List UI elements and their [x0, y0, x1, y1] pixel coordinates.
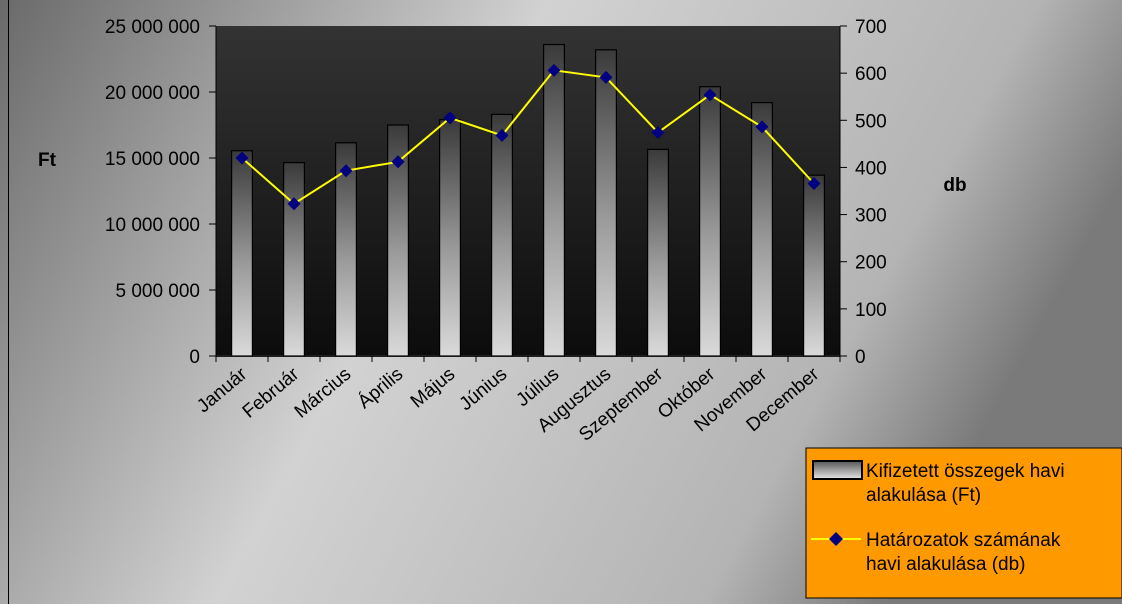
legend-bar-swatch — [812, 460, 863, 480]
bar-7 — [542, 43, 565, 357]
bar-5 — [439, 119, 462, 357]
plot-area — [216, 26, 840, 356]
y-axis-left-title: Ft — [38, 150, 57, 171]
y-axis-right-title: db — [943, 175, 966, 196]
bar-10 — [698, 86, 721, 357]
bar-1 — [231, 150, 254, 357]
y-left-tick-label-3: 15 000 000 — [105, 149, 200, 170]
y-right-tick-label-3: 300 — [855, 206, 887, 227]
axes-layer — [209, 25, 847, 362]
line-marker-12 — [807, 176, 821, 190]
bar-2 — [283, 162, 306, 357]
y-left-tick-label-5: 25 000 000 — [105, 17, 200, 38]
y-right-tick-label-6: 600 — [855, 64, 887, 85]
line-marker-9 — [651, 126, 665, 140]
y-left-tick-label-4: 20 000 000 — [105, 83, 200, 104]
y-right-tick-label-4: 400 — [855, 158, 887, 179]
legend-marker-swatch — [829, 532, 843, 546]
legend: Kifizetett összegek havi alakulása (Ft) … — [805, 447, 1122, 599]
y-right-tick-label-7: 700 — [855, 17, 887, 38]
series-line — [241, 69, 815, 205]
bar-12 — [802, 174, 825, 357]
legend-line-label-line1: Határozatok számának — [866, 530, 1061, 551]
y-left-tick-label-1: 5 000 000 — [115, 281, 200, 302]
y-right-tick-label-0: 0 — [855, 347, 866, 368]
line-marker-2 — [287, 197, 301, 211]
bar-8 — [594, 49, 617, 357]
legend-bar-label-line1: Kifizetett összegek havi — [866, 461, 1065, 482]
legend-bar-label-line2: alakulása (Ft) — [866, 485, 981, 506]
line-marker-7 — [547, 63, 561, 77]
line-marker-1 — [235, 151, 249, 165]
bar-9 — [646, 148, 669, 357]
line-marker-5 — [443, 111, 457, 125]
y-left-tick-label-2: 10 000 000 — [105, 215, 200, 236]
line-marker-6 — [495, 128, 509, 142]
line-marker-11 — [755, 120, 769, 134]
bar-6 — [491, 113, 514, 357]
line-layer — [235, 63, 821, 211]
bar-11 — [750, 101, 773, 357]
line-marker-3 — [339, 164, 353, 178]
y-right-tick-label-5: 500 — [855, 111, 887, 132]
legend-line-label-line2: havi alakulása (db) — [866, 554, 1025, 575]
y-right-tick-label-2: 200 — [855, 253, 887, 274]
bars-layer — [216, 43, 840, 357]
line-marker-10 — [703, 88, 717, 102]
y-left-tick-label-0: 0 — [189, 347, 200, 368]
line-marker-8 — [599, 70, 613, 84]
y-right-tick-label-1: 100 — [855, 300, 887, 321]
line-marker-4 — [391, 155, 405, 169]
